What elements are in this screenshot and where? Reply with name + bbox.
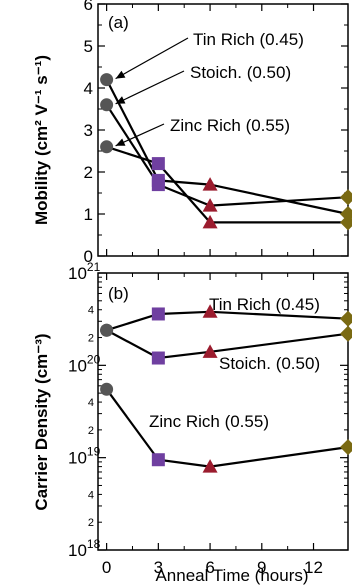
- y-minor-tick-label: 2: [88, 333, 94, 345]
- panel-a-series-line-0: [105, 79, 349, 216]
- panel-a-markers: [100, 73, 352, 231]
- annotation-arrow-head: [115, 96, 126, 104]
- panel-b-series-lines: [105, 310, 349, 468]
- panel-a-annotation-zinc-rich: Zinc Rich (0.55): [170, 116, 290, 135]
- annotation-arrow-line: [115, 70, 185, 105]
- panel-a-marker-s2-p1: [151, 157, 165, 171]
- y-tick-label: 5: [84, 37, 93, 56]
- panel-b-marker-s0-p3: [340, 310, 352, 327]
- panel-b-marker-s1-p0: [100, 323, 114, 337]
- panel-a-arrows: [115, 37, 189, 147]
- y-tick-label: 0: [84, 247, 93, 266]
- panel-b-annotation-zinc-rich: Zinc Rich (0.55): [149, 412, 269, 431]
- panel-b: (b) Carrier Density (cm⁻³) 1018241019241…: [32, 4, 352, 585]
- panel-b-label: (b): [108, 284, 129, 303]
- panel-b-annotation-tin-rich: Tin Rich (0.45): [209, 295, 320, 314]
- panel-b-marker-s0-p1: [151, 307, 165, 321]
- panel-b-series-line-1: [106, 329, 349, 360]
- panel-b-marker-s1-p1: [151, 351, 165, 365]
- panel-b-marker-s0-p2: [202, 304, 218, 318]
- y-tick-label: 6: [84, 0, 93, 14]
- panel-b-annotation-stoich: Stoich. (0.50): [219, 354, 320, 373]
- panel-a-series-lines: [105, 79, 349, 224]
- panel-b-marker-s2-p3: [340, 439, 352, 456]
- y-tick-label: 1: [84, 205, 93, 224]
- panel-a-marker-s1-p0: [100, 98, 114, 112]
- panel-b-y-ticks: 1018 2 4 1019 2 4 1020 2 4 1021: [68, 260, 348, 560]
- y-tick-label: 1018: [68, 537, 101, 560]
- y-minor-tick-label: 2: [88, 425, 94, 437]
- y-minor-tick-label: 4: [88, 397, 94, 409]
- panel-a-ylabel: Mobility (cm² V⁻¹ s⁻¹): [32, 55, 51, 225]
- panel-a-marker-s1-p2: [202, 198, 218, 212]
- y-minor-tick-label: 2: [88, 517, 94, 529]
- y-minor-tick-label: 4: [88, 489, 94, 501]
- panel-a-annotation-tin-rich: Tin Rich (0.45): [193, 30, 304, 49]
- y-tick-label: 4: [84, 79, 93, 98]
- panel-a-marker-s2-p0: [100, 140, 114, 154]
- panel-a-marker-s2-p3: [340, 214, 352, 231]
- panel-b-marker-s1-p2: [202, 344, 218, 358]
- panel-b-series-line-2: [105, 388, 349, 468]
- annotation-arrow-head: [115, 70, 126, 79]
- y-minor-tick-label: 4: [88, 305, 94, 317]
- y-tick-label: 3: [84, 121, 93, 140]
- panel-a-series-line-1: [105, 104, 349, 207]
- panel-b-xlabel: Anneal Time (hours): [155, 566, 308, 585]
- panel-a-marker-s0-p0: [100, 73, 114, 87]
- annotation-arrow-line: [115, 37, 189, 80]
- panel-b-ylabel: Carrier Density (cm⁻³): [32, 333, 51, 510]
- panel-b-marker-s2-p0: [100, 382, 114, 396]
- panel-b-x-ticks: 0 3 6 9 12: [102, 4, 323, 577]
- panel-a-marker-s1-p1: [151, 178, 165, 192]
- y-tick-label: 2: [84, 163, 93, 182]
- panel-a-series-line-2: [106, 145, 348, 224]
- panel-b-series-line-0: [106, 310, 349, 332]
- x-tick-label: 9: [257, 558, 266, 577]
- panel-a-marker-s0-p2: [202, 177, 218, 191]
- panel-a: (a) Mobility (cm² V⁻¹ s⁻¹) 0 1 2 3 4 5 6 Tin R…: [32, 0, 352, 266]
- x-tick-label: 3: [154, 558, 163, 577]
- panel-b-marker-s2-p1: [151, 453, 165, 467]
- panel-b-markers: [100, 304, 352, 473]
- x-tick-label: 0: [102, 558, 111, 577]
- panel-a-marker-s2-p2: [202, 214, 218, 229]
- y-tick-label: 1020: [68, 352, 101, 375]
- panel-b-marker-s2-p2: [202, 459, 218, 473]
- annotation-arrow-head: [115, 138, 126, 146]
- panel-a-annotation-stoich: Stoich. (0.50): [190, 63, 291, 82]
- y-tick-label: 1021: [68, 260, 101, 283]
- panel-a-y-ticks: 0 1 2 3 4 5 6: [84, 0, 348, 266]
- panel-b-marker-s1-p3: [340, 325, 352, 342]
- panel-b-frame: [97, 272, 349, 551]
- y-tick-label: 1019: [68, 445, 101, 468]
- panel-a-marker-s1-p3: [340, 189, 352, 206]
- x-tick-label: 6: [205, 558, 214, 577]
- x-tick-label: 12: [304, 558, 323, 577]
- panel-a-label: (a): [108, 13, 129, 32]
